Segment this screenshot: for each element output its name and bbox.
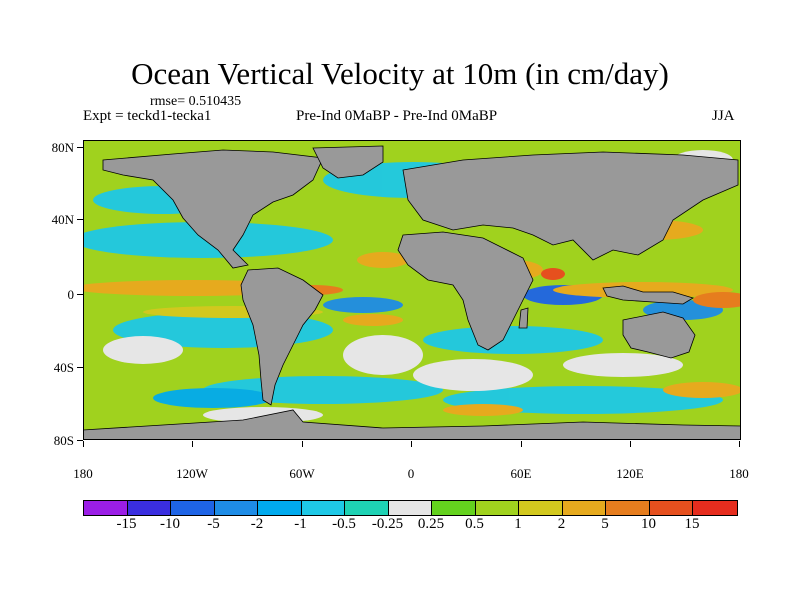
lat-label: 40S [53, 360, 74, 375]
colorbar-swatch [301, 501, 345, 515]
lat-label: 80N [51, 140, 74, 155]
colorbar-label: -2 [250, 516, 264, 532]
colorbar-swatch [388, 501, 432, 515]
lon-label: 120E [616, 466, 644, 481]
colorbar-label: -1 [294, 516, 307, 532]
colorbar-label: 0.5 [465, 516, 484, 532]
colorbar-swatch [519, 501, 563, 515]
colorbar-swatch [84, 501, 128, 515]
colorbar-label: 10 [641, 516, 656, 532]
greenland [312, 145, 384, 179]
lon-label: 180 [729, 466, 749, 481]
near-zero-patches [103, 150, 733, 423]
colorbar-swatch [562, 501, 606, 515]
colorbar-label: -0.5 [332, 516, 356, 532]
lon-label: 120W [176, 466, 208, 481]
indonesia [602, 285, 694, 305]
colorbar-swatch [649, 501, 693, 515]
rmse-label: rmse= 0.510435 [150, 94, 242, 109]
lat-label: 40N [51, 212, 74, 227]
lon-label: 0 [407, 466, 415, 481]
colorbar-swatch [258, 501, 302, 515]
lat-tick [77, 147, 83, 148]
figure-title: Ocean Vertical Velocity at 10m (in cm/da… [131, 56, 669, 91]
lon-tick [302, 441, 303, 447]
colorbar-label: 15 [684, 516, 700, 532]
north-america [102, 149, 324, 269]
lat-tick [77, 219, 83, 220]
colorbar [83, 500, 738, 516]
comparison-label: Pre-Ind 0MaBP - Pre-Ind 0MaBP [296, 108, 498, 124]
map-svg [83, 140, 741, 440]
lon-label: 180 [73, 466, 93, 481]
colorbar-swatch [693, 501, 737, 515]
lon-label: 60W [289, 466, 315, 481]
colorbar-swatch [345, 501, 389, 515]
colorbar-swatch [475, 501, 519, 515]
lon-tick [83, 441, 84, 447]
colorbar-label: -10 [160, 516, 180, 532]
colorbar-label: -0.25 [371, 516, 404, 532]
colorbar-label: -15 [116, 516, 137, 532]
eurasia [402, 151, 739, 261]
colorbar-label: -5 [207, 516, 220, 532]
lon-tick [739, 441, 740, 447]
colorbar-label: 1 [514, 516, 522, 532]
lat-label: 80S [53, 433, 74, 448]
antarctica [83, 409, 741, 440]
lat-tick [77, 440, 83, 441]
australia [622, 311, 696, 359]
colorbar-swatch [214, 501, 258, 515]
madagascar [518, 307, 529, 329]
lat-tick [77, 294, 83, 295]
season-label: JJA [712, 108, 735, 124]
lon-label: 60E [510, 466, 532, 481]
colorbar-swatch [171, 501, 215, 515]
colorbar-swatch [127, 501, 171, 515]
lon-tick [411, 441, 412, 447]
expt-label: Expt = teckd1-tecka1 [83, 108, 212, 124]
lon-tick [192, 441, 193, 447]
lon-tick [521, 441, 522, 447]
lon-tick [630, 441, 631, 447]
land-masses [83, 145, 741, 440]
colorbar-swatch [432, 501, 476, 515]
colorbar-label: 0.25 [417, 516, 445, 532]
map-panel [83, 140, 741, 440]
africa [397, 231, 534, 351]
colorbar-label: 5 [601, 516, 609, 532]
lat-tick [77, 367, 83, 368]
lat-label: 0 [67, 287, 75, 302]
colorbar-swatch [606, 501, 650, 515]
south-america [240, 267, 324, 406]
colorbar-label: 2 [557, 516, 566, 532]
